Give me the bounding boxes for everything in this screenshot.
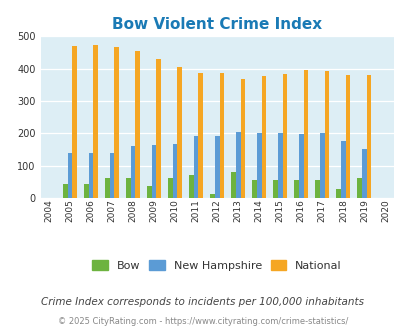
- Legend: Bow, New Hampshire, National: Bow, New Hampshire, National: [89, 257, 344, 274]
- Bar: [105, 178, 109, 198]
- Text: Crime Index corresponds to incidents per 100,000 inhabitants: Crime Index corresponds to incidents per…: [41, 297, 364, 307]
- Bar: [256, 133, 261, 198]
- Bar: [366, 75, 371, 198]
- Bar: [214, 136, 219, 198]
- Bar: [231, 172, 235, 198]
- Bar: [273, 180, 277, 198]
- Bar: [156, 59, 161, 198]
- Bar: [240, 79, 245, 198]
- Bar: [298, 134, 303, 198]
- Bar: [261, 77, 266, 198]
- Bar: [109, 153, 114, 198]
- Bar: [235, 132, 240, 198]
- Bar: [345, 75, 350, 198]
- Bar: [315, 180, 319, 198]
- Bar: [189, 175, 194, 198]
- Bar: [319, 133, 324, 198]
- Bar: [84, 184, 89, 198]
- Bar: [151, 145, 156, 198]
- Bar: [303, 70, 307, 198]
- Bar: [356, 178, 361, 198]
- Bar: [177, 67, 182, 198]
- Bar: [114, 47, 119, 198]
- Bar: [168, 178, 173, 198]
- Title: Bow Violent Crime Index: Bow Violent Crime Index: [112, 17, 322, 32]
- Bar: [252, 180, 256, 198]
- Bar: [219, 73, 224, 198]
- Bar: [89, 153, 93, 198]
- Bar: [63, 184, 68, 198]
- Bar: [130, 146, 135, 198]
- Bar: [72, 46, 77, 198]
- Text: © 2025 CityRating.com - https://www.cityrating.com/crime-statistics/: © 2025 CityRating.com - https://www.city…: [58, 317, 347, 326]
- Bar: [173, 144, 177, 198]
- Bar: [361, 149, 366, 198]
- Bar: [336, 189, 340, 198]
- Bar: [277, 133, 282, 198]
- Bar: [93, 45, 98, 198]
- Bar: [324, 71, 328, 198]
- Bar: [147, 186, 151, 198]
- Bar: [282, 74, 286, 198]
- Bar: [126, 178, 130, 198]
- Bar: [135, 51, 140, 198]
- Bar: [198, 73, 202, 198]
- Bar: [340, 141, 345, 198]
- Bar: [294, 180, 298, 198]
- Bar: [194, 136, 198, 198]
- Bar: [68, 153, 72, 198]
- Bar: [210, 194, 214, 198]
